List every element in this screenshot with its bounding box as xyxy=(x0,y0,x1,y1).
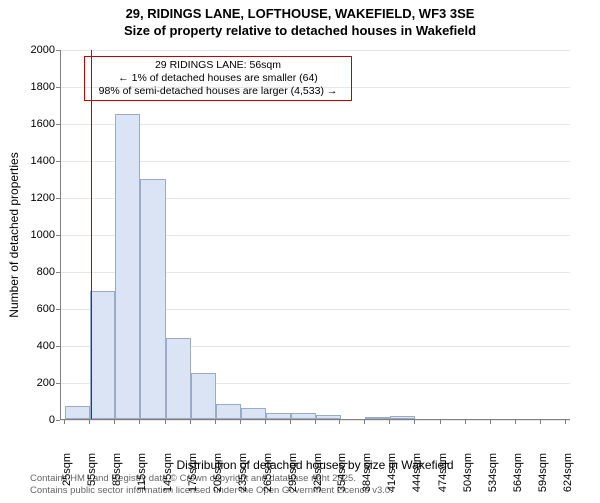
gridline xyxy=(61,50,570,51)
x-tick-label: 265sqm xyxy=(262,453,274,503)
y-tick-mark xyxy=(56,383,60,384)
histogram-bar xyxy=(266,413,291,419)
histogram-bar xyxy=(216,404,241,419)
x-tick-mark xyxy=(389,420,390,424)
x-tick-label: 474sqm xyxy=(437,453,449,503)
annotation-line3: 98% of semi-detached houses are larger (… xyxy=(89,85,347,98)
x-tick-label: 414sqm xyxy=(386,453,398,503)
histogram-bar xyxy=(90,291,115,419)
y-tick-mark xyxy=(56,161,60,162)
histogram-bar xyxy=(291,413,316,419)
y-tick-mark xyxy=(56,124,60,125)
x-tick-label: 205sqm xyxy=(212,453,224,503)
y-tick-mark xyxy=(56,272,60,273)
histogram-bar xyxy=(191,373,216,419)
y-tick-mark xyxy=(56,346,60,347)
x-tick-mark xyxy=(64,420,65,424)
x-tick-label: 175sqm xyxy=(187,453,199,503)
x-tick-mark xyxy=(265,420,266,424)
y-tick-label: 1000 xyxy=(15,229,55,241)
x-tick-label: 444sqm xyxy=(411,453,423,503)
annotation-line1: 29 RIDINGS LANE: 56sqm xyxy=(89,59,347,72)
y-tick-label: 600 xyxy=(15,303,55,315)
histogram-plot xyxy=(60,50,570,420)
x-tick-mark xyxy=(89,420,90,424)
y-tick-mark xyxy=(56,235,60,236)
y-tick-mark xyxy=(56,198,60,199)
property-marker-line xyxy=(91,50,92,419)
x-tick-label: 295sqm xyxy=(287,453,299,503)
x-tick-label: 85sqm xyxy=(111,453,123,503)
histogram-bar xyxy=(365,417,390,419)
x-tick-mark xyxy=(290,420,291,424)
x-tick-label: 235sqm xyxy=(237,453,249,503)
y-tick-label: 1200 xyxy=(15,192,55,204)
x-tick-label: 55sqm xyxy=(86,453,98,503)
histogram-bar xyxy=(390,416,415,419)
x-tick-mark xyxy=(565,420,566,424)
annotation-line2: ← 1% of detached houses are smaller (64) xyxy=(89,72,347,85)
y-tick-label: 2000 xyxy=(15,44,55,56)
x-tick-mark xyxy=(165,420,166,424)
title-line1: 29, RIDINGS LANE, LOFTHOUSE, WAKEFIELD, … xyxy=(0,6,600,23)
y-tick-label: 200 xyxy=(15,377,55,389)
x-tick-label: 145sqm xyxy=(162,453,174,503)
histogram-bar xyxy=(316,415,341,419)
x-tick-label: 25sqm xyxy=(61,453,73,503)
y-tick-label: 0 xyxy=(15,414,55,426)
y-tick-mark xyxy=(56,309,60,310)
x-tick-mark xyxy=(515,420,516,424)
x-tick-label: 504sqm xyxy=(462,453,474,503)
title-line2: Size of property relative to detached ho… xyxy=(0,23,600,40)
x-tick-mark xyxy=(490,420,491,424)
y-tick-mark xyxy=(56,420,60,421)
x-tick-label: 624sqm xyxy=(562,453,574,503)
x-tick-label: 354sqm xyxy=(336,453,348,503)
x-tick-mark xyxy=(315,420,316,424)
x-tick-mark xyxy=(190,420,191,424)
histogram-bar xyxy=(115,114,140,419)
y-tick-label: 800 xyxy=(15,266,55,278)
histogram-bar xyxy=(65,406,90,419)
x-tick-label: 534sqm xyxy=(487,453,499,503)
x-tick-mark xyxy=(414,420,415,424)
y-tick-mark xyxy=(56,87,60,88)
x-tick-mark xyxy=(440,420,441,424)
x-tick-mark xyxy=(240,420,241,424)
x-tick-mark xyxy=(215,420,216,424)
histogram-bar xyxy=(166,338,191,419)
y-tick-label: 400 xyxy=(15,340,55,352)
x-tick-mark xyxy=(139,420,140,424)
x-tick-mark xyxy=(339,420,340,424)
x-tick-label: 115sqm xyxy=(136,453,148,503)
x-tick-mark xyxy=(465,420,466,424)
x-tick-label: 594sqm xyxy=(537,453,549,503)
x-tick-mark xyxy=(114,420,115,424)
annotation-box: 29 RIDINGS LANE: 56sqm ← 1% of detached … xyxy=(84,56,352,101)
histogram-bar xyxy=(241,408,266,419)
y-tick-label: 1600 xyxy=(15,118,55,130)
x-tick-label: 325sqm xyxy=(312,453,324,503)
x-tick-label: 384sqm xyxy=(361,453,373,503)
y-tick-label: 1400 xyxy=(15,155,55,167)
histogram-bar xyxy=(140,179,165,420)
y-tick-mark xyxy=(56,50,60,51)
x-tick-mark xyxy=(540,420,541,424)
x-tick-mark xyxy=(364,420,365,424)
chart-title: 29, RIDINGS LANE, LOFTHOUSE, WAKEFIELD, … xyxy=(0,0,600,40)
x-tick-label: 564sqm xyxy=(512,453,524,503)
y-tick-label: 1800 xyxy=(15,81,55,93)
